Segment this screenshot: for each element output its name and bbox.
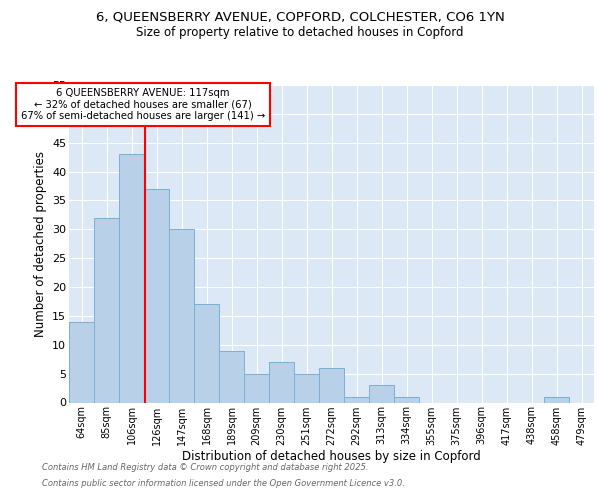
Text: Contains public sector information licensed under the Open Government Licence v3: Contains public sector information licen… [42, 478, 405, 488]
Bar [219, 350, 244, 403]
Bar [394, 396, 419, 402]
Bar [169, 230, 194, 402]
Text: 6, QUEENSBERRY AVENUE, COPFORD, COLCHESTER, CO6 1YN: 6, QUEENSBERRY AVENUE, COPFORD, COLCHEST… [95, 11, 505, 24]
Bar [144, 189, 169, 402]
Bar [69, 322, 94, 402]
Text: Contains HM Land Registry data © Crown copyright and database right 2025.: Contains HM Land Registry data © Crown c… [42, 464, 368, 472]
Bar [544, 396, 569, 402]
Bar [294, 374, 319, 402]
Bar [194, 304, 219, 402]
Bar [119, 154, 144, 402]
Bar [344, 396, 369, 402]
Text: Size of property relative to detached houses in Copford: Size of property relative to detached ho… [136, 26, 464, 39]
X-axis label: Distribution of detached houses by size in Copford: Distribution of detached houses by size … [182, 450, 481, 464]
Bar [319, 368, 344, 402]
Bar [369, 385, 394, 402]
Y-axis label: Number of detached properties: Number of detached properties [34, 151, 47, 337]
Bar [269, 362, 294, 403]
Bar [244, 374, 269, 402]
Text: 6 QUEENSBERRY AVENUE: 117sqm
← 32% of detached houses are smaller (67)
67% of se: 6 QUEENSBERRY AVENUE: 117sqm ← 32% of de… [21, 88, 265, 121]
Bar [94, 218, 119, 402]
